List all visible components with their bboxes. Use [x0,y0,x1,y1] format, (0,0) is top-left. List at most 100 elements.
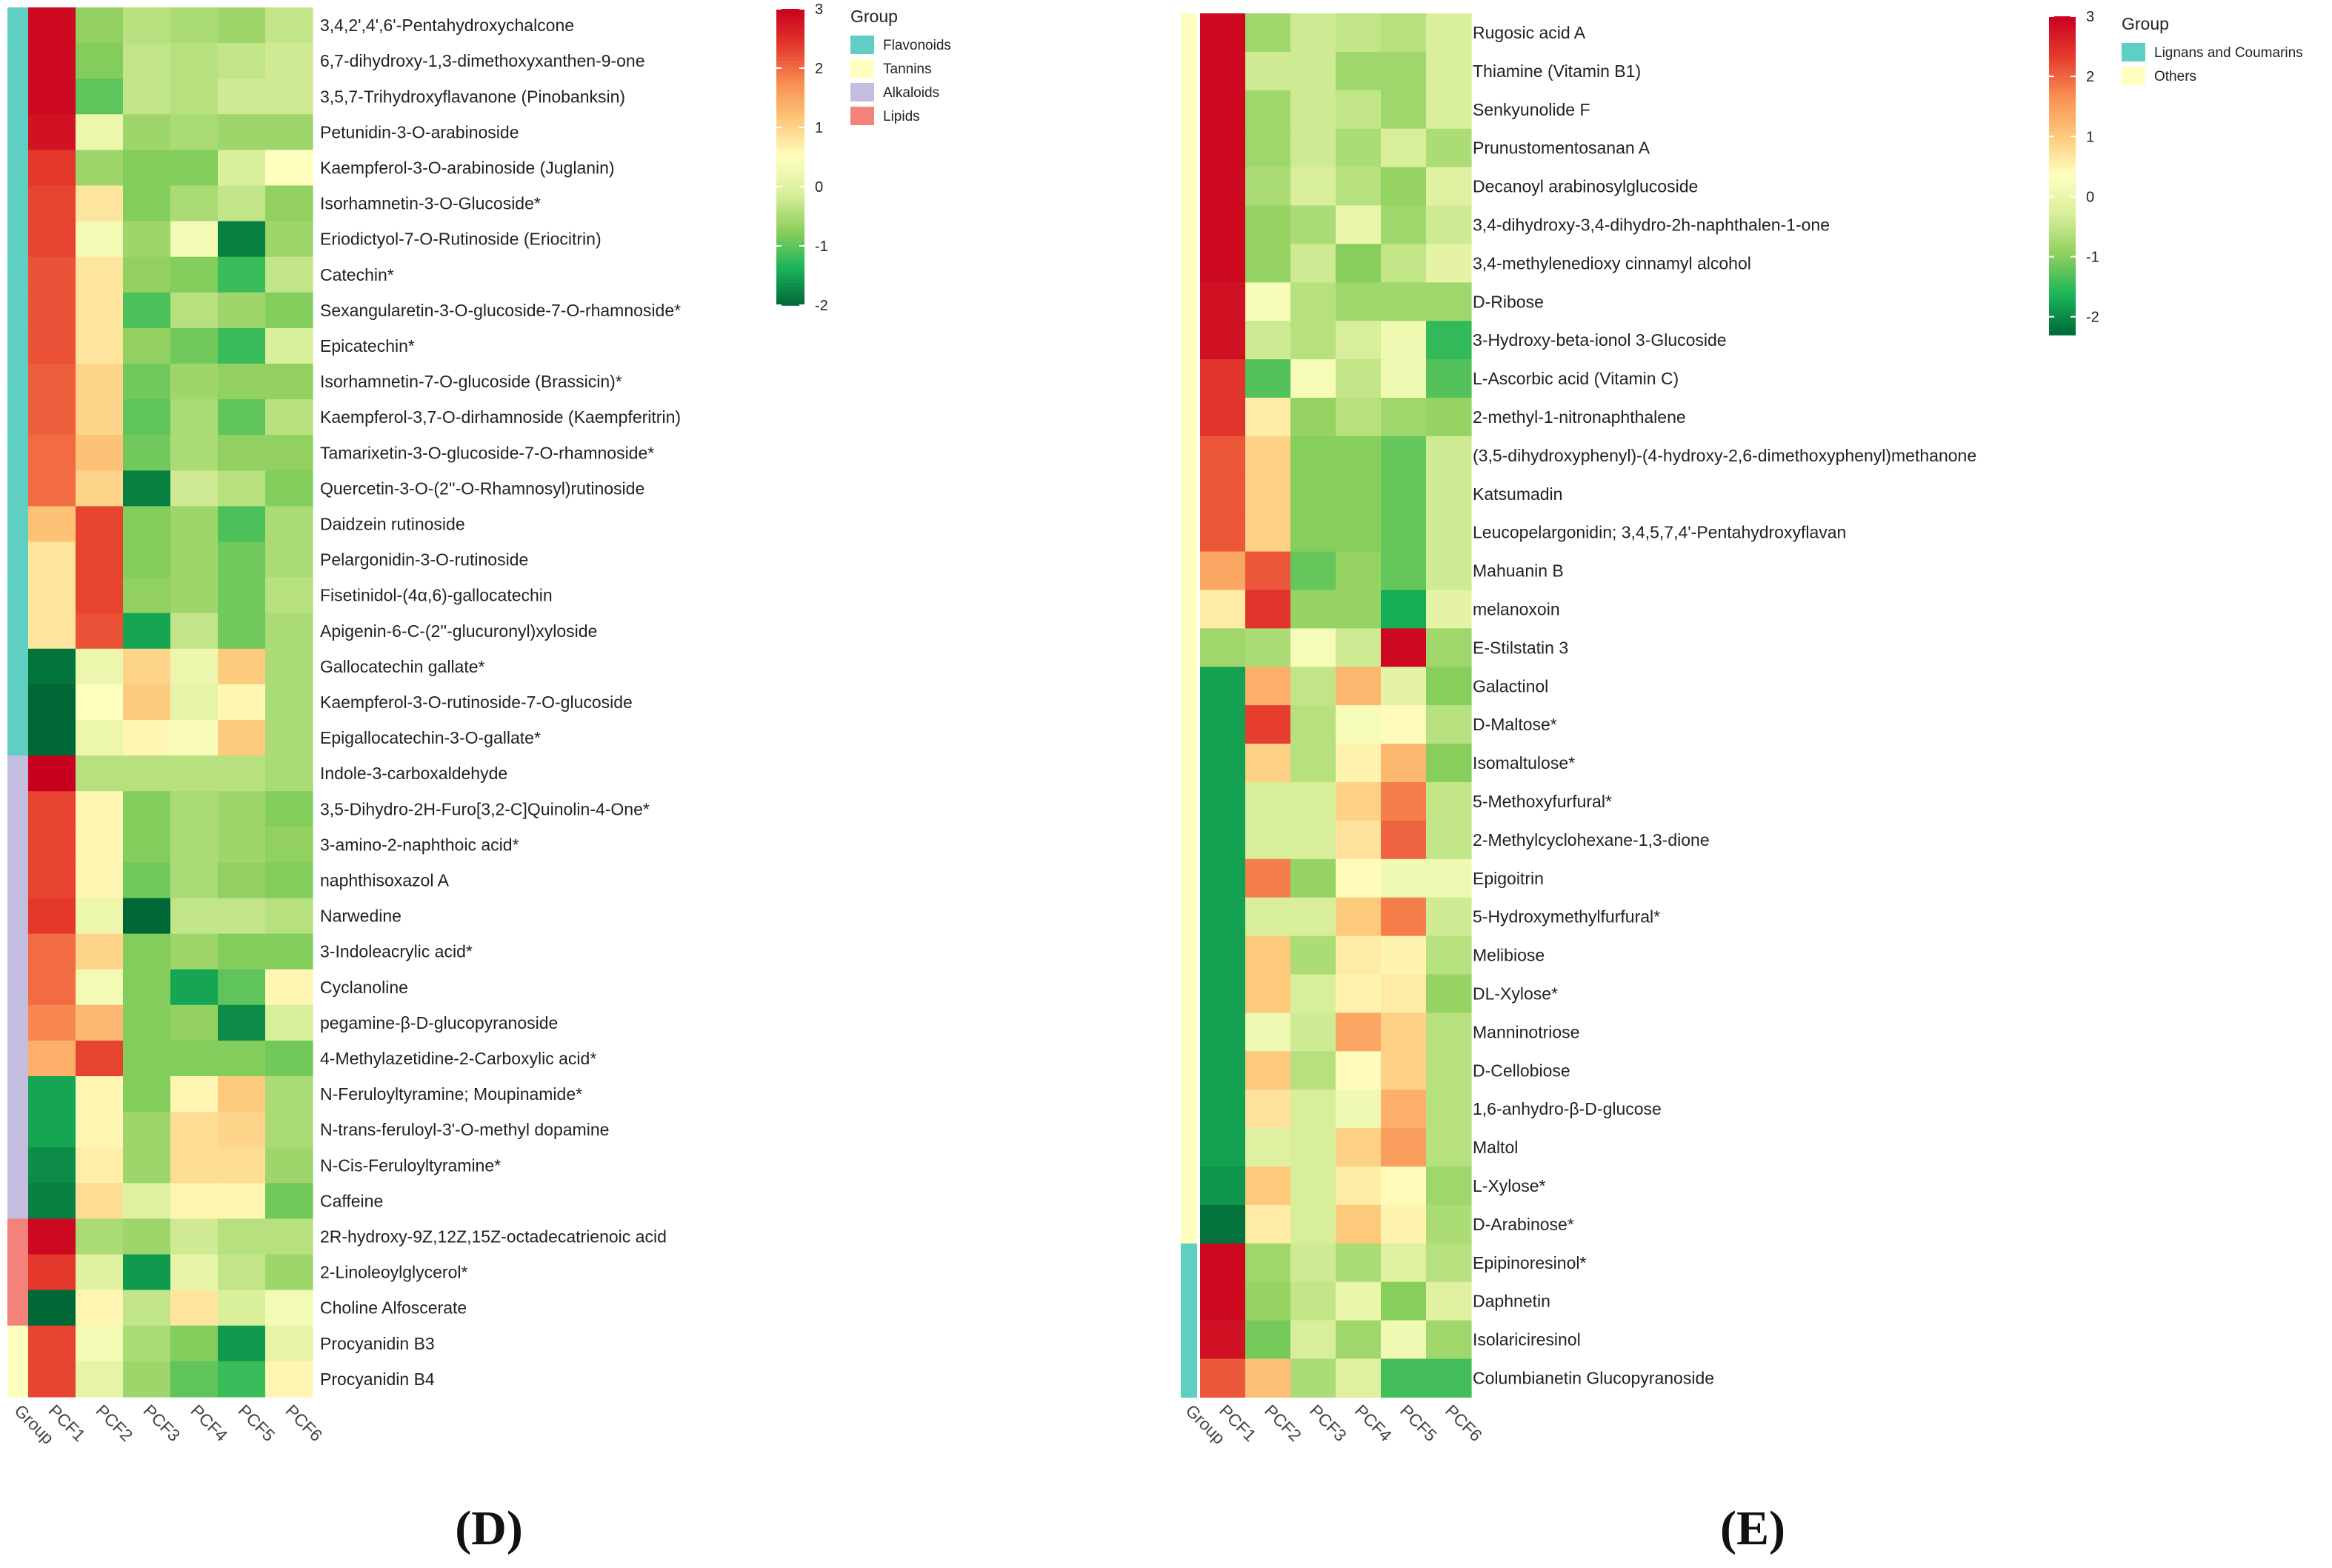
heatmap-cell-pcf1 [1200,128,1246,168]
panel-label: (E) [1720,1501,1785,1555]
colorbar-segment [776,39,804,43]
group-cell-others [1181,474,1197,514]
heatmap-cell-pcf4 [1336,1167,1382,1206]
heatmap-cell-pcf3 [123,1218,171,1255]
heatmap-cell-pcf4 [170,7,219,44]
column-label-pcf2: PCF2 [92,1401,136,1445]
row-label: Quercetin-3-O-(2''-O-Rhamnosyl)rutinosid… [320,478,644,498]
colorbar-segment [2049,290,2076,296]
heatmap-cell-pcf4 [170,150,219,187]
heatmap-cell-pcf4 [170,1325,219,1362]
heatmap-cell-pcf3 [1290,551,1336,591]
heatmap-cell-pcf6 [265,1147,313,1184]
heatmap-cell-pcf2 [76,1361,124,1398]
heatmap-cell-pcf3 [1290,1320,1336,1360]
legend-swatch-others [2122,67,2145,85]
heatmap-row: Kaempferol-3-O-arabinoside (Juglanin) [7,150,615,187]
heatmap-cell-pcf5 [1381,974,1427,1013]
heatmap-cell-pcf4 [170,898,219,935]
heatmap-row: Columbianetin Glucopyranoside [1181,1358,1714,1398]
heatmap-row: D-Maltose* [1181,705,1557,744]
heatmap-cell-pcf2 [1245,51,1291,91]
heatmap-cell-pcf3 [123,7,171,44]
colorbar-segment [2049,235,2076,240]
colorbar-segment [2049,40,2076,45]
heatmap-cell-pcf5 [218,1290,266,1327]
heatmap-cell-pcf5 [218,506,266,543]
heatmap-cell-pcf3 [1290,321,1336,360]
heatmap-cell-pcf5 [1381,1051,1427,1090]
heatmap-cell-pcf1 [1200,282,1246,321]
heatmap-cell-pcf5 [1381,1281,1427,1321]
colorbar-segment [776,76,804,80]
heatmap-cell-pcf5 [218,1004,266,1041]
row-label: Galactinol [1473,676,1548,695]
heatmap-cell-pcf3 [123,1112,171,1148]
heatmap-cell-pcf4 [1336,551,1382,591]
heatmap-cell-pcf6 [265,292,313,329]
heatmap-cell-pcf6 [1426,474,1472,514]
heatmap-row: 4-Methylazetidine-2-Carboxylic acid* [7,1040,596,1077]
heatmap-cell-pcf2 [76,684,124,721]
colorbar-tick-label: 2 [815,61,823,77]
colorbar-tick-label: 3 [2086,9,2094,25]
heatmap-row: 3-amino-2-naphthoic acid* [7,827,519,863]
heatmap-cell-pcf6 [265,1325,313,1362]
row-label: D-Cellobiose [1473,1061,1570,1080]
heatmap-cell-pcf1 [1200,167,1246,207]
heatmap-cell-pcf1 [28,1147,76,1184]
heatmap-row: 3,5-Dihydro-2H-Furo[3,2-C]Quinolin-4-One… [7,791,650,827]
row-label: naphthisoxazol A [320,870,450,890]
heatmap-cell-pcf3 [123,1325,171,1362]
heatmap-cell-pcf2 [76,470,124,507]
colorbar-segment [2049,303,2076,308]
heatmap-cell-pcf6 [265,1040,313,1077]
colorbar-segment [2049,52,2076,57]
heatmap-cell-pcf6 [1426,667,1472,706]
legend-label-lignans-and-coumarins: Lignans and Coumarins [2154,45,2303,61]
group-cell-lipids [7,1290,28,1327]
colorbar-segment [776,209,804,213]
heatmap-cell-pcf4 [170,648,219,685]
heatmap-cell-pcf1 [1200,1128,1246,1167]
heatmap-row: Isorhamnetin-7-O-glucoside (Brassicin)* [7,364,622,400]
colorbar-segment [776,98,804,102]
colorbar-segment [2049,247,2076,252]
group-cell-tannins [7,1325,28,1362]
heatmap-cell-pcf4 [1336,782,1382,821]
heatmap-cell-pcf1 [28,43,76,79]
heatmap-cell-pcf2 [1245,244,1291,283]
colorbar-segment [2049,283,2076,288]
colorbar-segment [2049,278,2076,284]
heatmap-row: Isomaltulose* [1181,744,1575,783]
heatmap-cell-pcf3 [123,114,171,150]
heatmap-cell-pcf5 [218,43,266,79]
heatmap-cell-pcf3 [1290,359,1336,398]
heatmap-cell-pcf3 [123,256,171,293]
group-cell-others [1181,13,1197,53]
heatmap-cell-pcf5 [218,221,266,258]
row-label: Tamarixetin-3-O-glucoside-7-O-rhamnoside… [320,443,654,462]
heatmap-cell-pcf1 [1200,820,1246,860]
heatmap-row: Narwedine [7,898,402,935]
heatmap-cell-pcf5 [1381,244,1427,283]
heatmap-cell-pcf3 [123,755,171,792]
heatmap-cell-pcf5 [1381,128,1427,168]
heatmap-row: Senkyunolide F [1181,90,1590,130]
heatmap-cell-pcf4 [1336,820,1382,860]
heatmap-cell-pcf2 [1245,744,1291,783]
colorbar-segment [776,190,804,195]
heatmap-cell-pcf3 [1290,1128,1336,1167]
heatmap-cell-pcf6 [265,720,313,756]
heatmap-cell-pcf2 [76,827,124,863]
heatmap-cell-pcf3 [123,292,171,329]
colorbar-segment [776,90,804,95]
group-cell-alkaloids [7,898,28,935]
heatmap-cell-pcf1 [1200,705,1246,744]
heatmap-row: 6,7-dihydroxy-1,3-dimethoxyxanthen-9-one [7,43,645,79]
heatmap-cell-pcf6 [1426,205,1472,244]
heatmap-cell-pcf1 [1200,13,1246,53]
heatmap-row: Pelargonidin-3-O-rutinoside [7,541,528,578]
heatmap-cell-pcf6 [265,43,313,79]
colorbar-segment [2049,191,2076,196]
